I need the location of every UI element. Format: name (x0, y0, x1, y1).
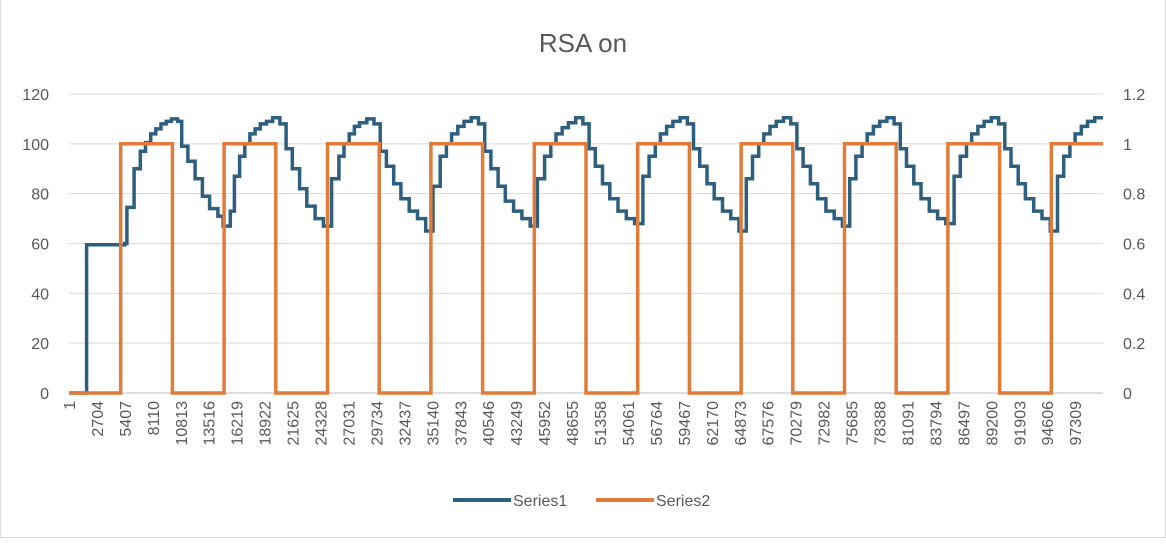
y-left-tick-label: 100 (22, 137, 49, 154)
left-axis: 0 20 40 60 80 100 120 (22, 87, 49, 403)
x-tick-label: 54061 (621, 401, 638, 446)
y-left-tick-label: 120 (22, 87, 49, 104)
x-tick-label: 62170 (705, 401, 722, 446)
x-tick-label: 56764 (649, 401, 666, 446)
chart-title: RSA on (539, 28, 627, 58)
legend: Series1 Series2 (453, 493, 710, 510)
x-tick-label: 86497 (956, 401, 973, 446)
y-left-tick-label: 20 (31, 336, 49, 353)
legend-label-series2: Series2 (656, 493, 710, 510)
series-line-series2 (69, 142, 1103, 395)
y-left-tick-label: 60 (31, 237, 49, 254)
x-tick-label: 2704 (90, 401, 107, 437)
x-tick-label: 48655 (565, 401, 582, 446)
x-tick-label: 70279 (789, 401, 806, 446)
x-tick-label: 81091 (900, 401, 917, 446)
x-tick-label: 89200 (984, 401, 1001, 446)
y-right-tick-label: 1.2 (1123, 87, 1145, 104)
x-tick-label: 18922 (258, 401, 275, 446)
x-tick-label: 32437 (397, 401, 414, 446)
y-right-tick-label: 0.2 (1123, 336, 1145, 353)
x-tick-label: 45952 (537, 401, 554, 446)
x-axis: 1 2704 5407 8110 10813 13516 16219 18922 21625 24… (62, 392, 1103, 446)
y-right-tick-label: 0.8 (1123, 187, 1145, 204)
x-tick-label: 51358 (593, 401, 610, 446)
x-tick-label: 29734 (369, 401, 386, 446)
x-tick-label: 13516 (202, 401, 219, 446)
x-tick-label: 72982 (817, 401, 834, 446)
x-tick-label: 94606 (1040, 401, 1057, 446)
series-line-series1 (69, 115, 1103, 395)
x-tick-label: 43249 (509, 401, 526, 446)
x-tick-label: 75685 (845, 401, 862, 446)
x-tick-label: 1 (62, 401, 79, 410)
x-tick-label: 78388 (873, 401, 890, 446)
y-right-tick-label: 1 (1123, 137, 1132, 154)
x-tick-label: 16219 (230, 401, 247, 446)
right-axis: 0 0.2 0.4 0.6 0.8 1 1.2 (1123, 87, 1145, 403)
x-tick-label: 64873 (733, 401, 750, 446)
x-tick-label: 35140 (425, 401, 442, 446)
x-tick-label: 91903 (1012, 401, 1029, 446)
x-tick-label: 10813 (174, 401, 191, 446)
x-tick-label: 59467 (677, 401, 694, 446)
series-layer (69, 115, 1103, 395)
y-right-tick-label: 0 (1123, 386, 1132, 403)
x-tick-label: 5407 (118, 401, 135, 437)
x-tick-label: 97309 (1068, 401, 1085, 446)
x-tick-label: 24328 (314, 401, 331, 446)
y-right-tick-label: 0.6 (1123, 237, 1145, 254)
y-left-tick-label: 40 (31, 286, 49, 303)
x-tick-label: 37843 (453, 401, 470, 446)
x-tick-label: 27031 (341, 401, 358, 446)
y-right-tick-label: 0.4 (1123, 286, 1145, 303)
x-tick-label: 67576 (761, 401, 778, 446)
y-left-tick-label: 0 (40, 386, 49, 403)
x-tick-label: 83794 (928, 401, 945, 446)
x-tick-label: 21625 (286, 401, 303, 446)
y-left-tick-label: 80 (31, 187, 49, 204)
x-tick-label: 40546 (481, 401, 498, 446)
legend-label-series1: Series1 (513, 493, 567, 510)
x-tick-label: 8110 (146, 401, 163, 436)
